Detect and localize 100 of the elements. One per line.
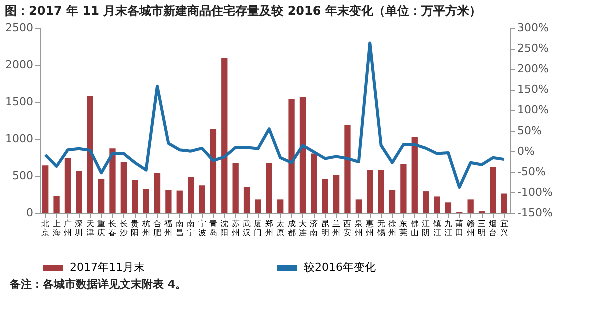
x-tick-label: 江阴 [422, 220, 430, 238]
bar [400, 164, 407, 213]
x-tick-label: 佛山 [410, 220, 419, 238]
line-series [44, 42, 506, 190]
x-tick-label: 宁波 [198, 220, 206, 238]
x-tick-label: 沈阳 [220, 220, 229, 238]
bar [132, 180, 138, 213]
bar [154, 173, 161, 213]
bar [322, 178, 328, 213]
y2-tick-label: -150% [518, 206, 553, 220]
bar [110, 148, 116, 213]
y2-tick-label: 300% [518, 22, 549, 34]
y-tick-label: 2000 [6, 58, 34, 72]
x-tick-label: 莆田 [456, 220, 464, 238]
x-tick-label: 贵阳 [131, 220, 140, 238]
x-tick-label: 徐州 [388, 220, 396, 238]
bar [422, 192, 430, 213]
bar [166, 190, 172, 213]
x-tick-label: 合肥 [154, 220, 162, 238]
bar [98, 178, 105, 213]
y-tick-label: 500 [12, 170, 34, 182]
x-tick-label: 厦门 [254, 220, 262, 238]
x-tick-label: 宜兴 [500, 220, 508, 238]
text: 备注：各城市数据详见文末附表 4。 [9, 278, 186, 291]
x-tick-label: 青岛 [209, 220, 218, 238]
x-tick-label: 武汉 [243, 220, 252, 238]
bar [278, 200, 284, 213]
chart-title: 图：2017 年 11 月末各城市新建商品住宅存量及较 2016 年末变化（单位：万平方米） [5, 4, 482, 18]
y2-tick-label: -50% [518, 165, 546, 178]
x-tick-label: 长春 [108, 220, 117, 238]
x-tick-label: 兰州 [332, 220, 341, 238]
bar [76, 172, 82, 213]
bar [188, 177, 194, 213]
x-tick-label: 东莞 [400, 220, 408, 238]
bar [445, 202, 452, 213]
legend-label: 较2016年变化 [304, 261, 376, 274]
bar [199, 186, 206, 213]
bar [344, 124, 351, 213]
bar [232, 163, 239, 213]
x-tick-label: 太原 [276, 220, 285, 238]
bar [42, 166, 49, 213]
bar [64, 158, 72, 213]
bar [490, 167, 496, 213]
x-tick-label: 重庆 [98, 220, 106, 238]
bar [378, 170, 384, 213]
x-tick-label: 上海 [52, 220, 61, 238]
bar [120, 162, 128, 213]
x-tick-label: 三明 [478, 220, 486, 238]
bar [54, 196, 60, 213]
x-tick-label: 长沙 [120, 220, 128, 238]
bar [87, 96, 94, 213]
x-tick-label: 郑州 [265, 220, 274, 238]
bar [434, 196, 440, 213]
bar [288, 99, 295, 213]
bar [222, 58, 228, 213]
x-tick-label: 昆明 [321, 220, 330, 238]
x-tick-label: 成都 [288, 220, 296, 238]
x-tick-label: 福州 [164, 220, 173, 238]
x-tick-label: 赣州 [466, 220, 475, 238]
x-tick-label: 镇江 [432, 220, 442, 238]
x-tick-label: 济南 [310, 220, 318, 238]
bar [311, 154, 318, 213]
bar [255, 200, 262, 213]
bar [176, 190, 183, 213]
bar [244, 187, 250, 213]
x-tick-label: 杭州 [141, 220, 150, 238]
bar [356, 200, 362, 213]
x-tick-label: 泉州 [354, 220, 363, 238]
bar [412, 138, 418, 213]
x-tick-label: 西安 [344, 220, 352, 238]
y2-tick-label: 100% [518, 104, 549, 117]
y-tick-label: 2500 [6, 22, 34, 34]
x-tick-label: 烟台 [489, 220, 498, 238]
y2-tick-label: 150% [518, 83, 549, 96]
bar [367, 170, 374, 213]
y2-tick-label: 0% [518, 144, 535, 158]
x-tick-label: 广州 [64, 220, 72, 238]
legend-label: 2017年11月末 [70, 261, 145, 274]
x-tick-label: 无锡 [376, 220, 386, 238]
x-tick-label: 大连 [298, 220, 307, 238]
y-tick-label: 0 [26, 206, 34, 220]
x-tick-label: 天津 [86, 220, 94, 238]
y2-tick-label: 50% [518, 124, 542, 138]
bar [501, 194, 508, 213]
bar [389, 190, 396, 213]
bar [468, 200, 474, 213]
x-tick-label: 北京 [42, 220, 50, 238]
x-tick-label: 苏州 [232, 220, 240, 238]
y2-tick-label: 250% [518, 42, 549, 56]
x-tick-label: 惠州 [365, 220, 374, 238]
x-tick-label: 深圳 [74, 220, 84, 238]
bar [266, 163, 272, 213]
bar [143, 189, 150, 213]
x-tick-label: 九江 [444, 220, 452, 238]
x-tick-label: 南宁 [187, 220, 196, 238]
bar [210, 129, 217, 213]
bar [300, 98, 306, 213]
bar [333, 175, 340, 213]
y2-tick-label: -100% [518, 186, 553, 199]
y-tick-label: 1000 [6, 132, 34, 146]
